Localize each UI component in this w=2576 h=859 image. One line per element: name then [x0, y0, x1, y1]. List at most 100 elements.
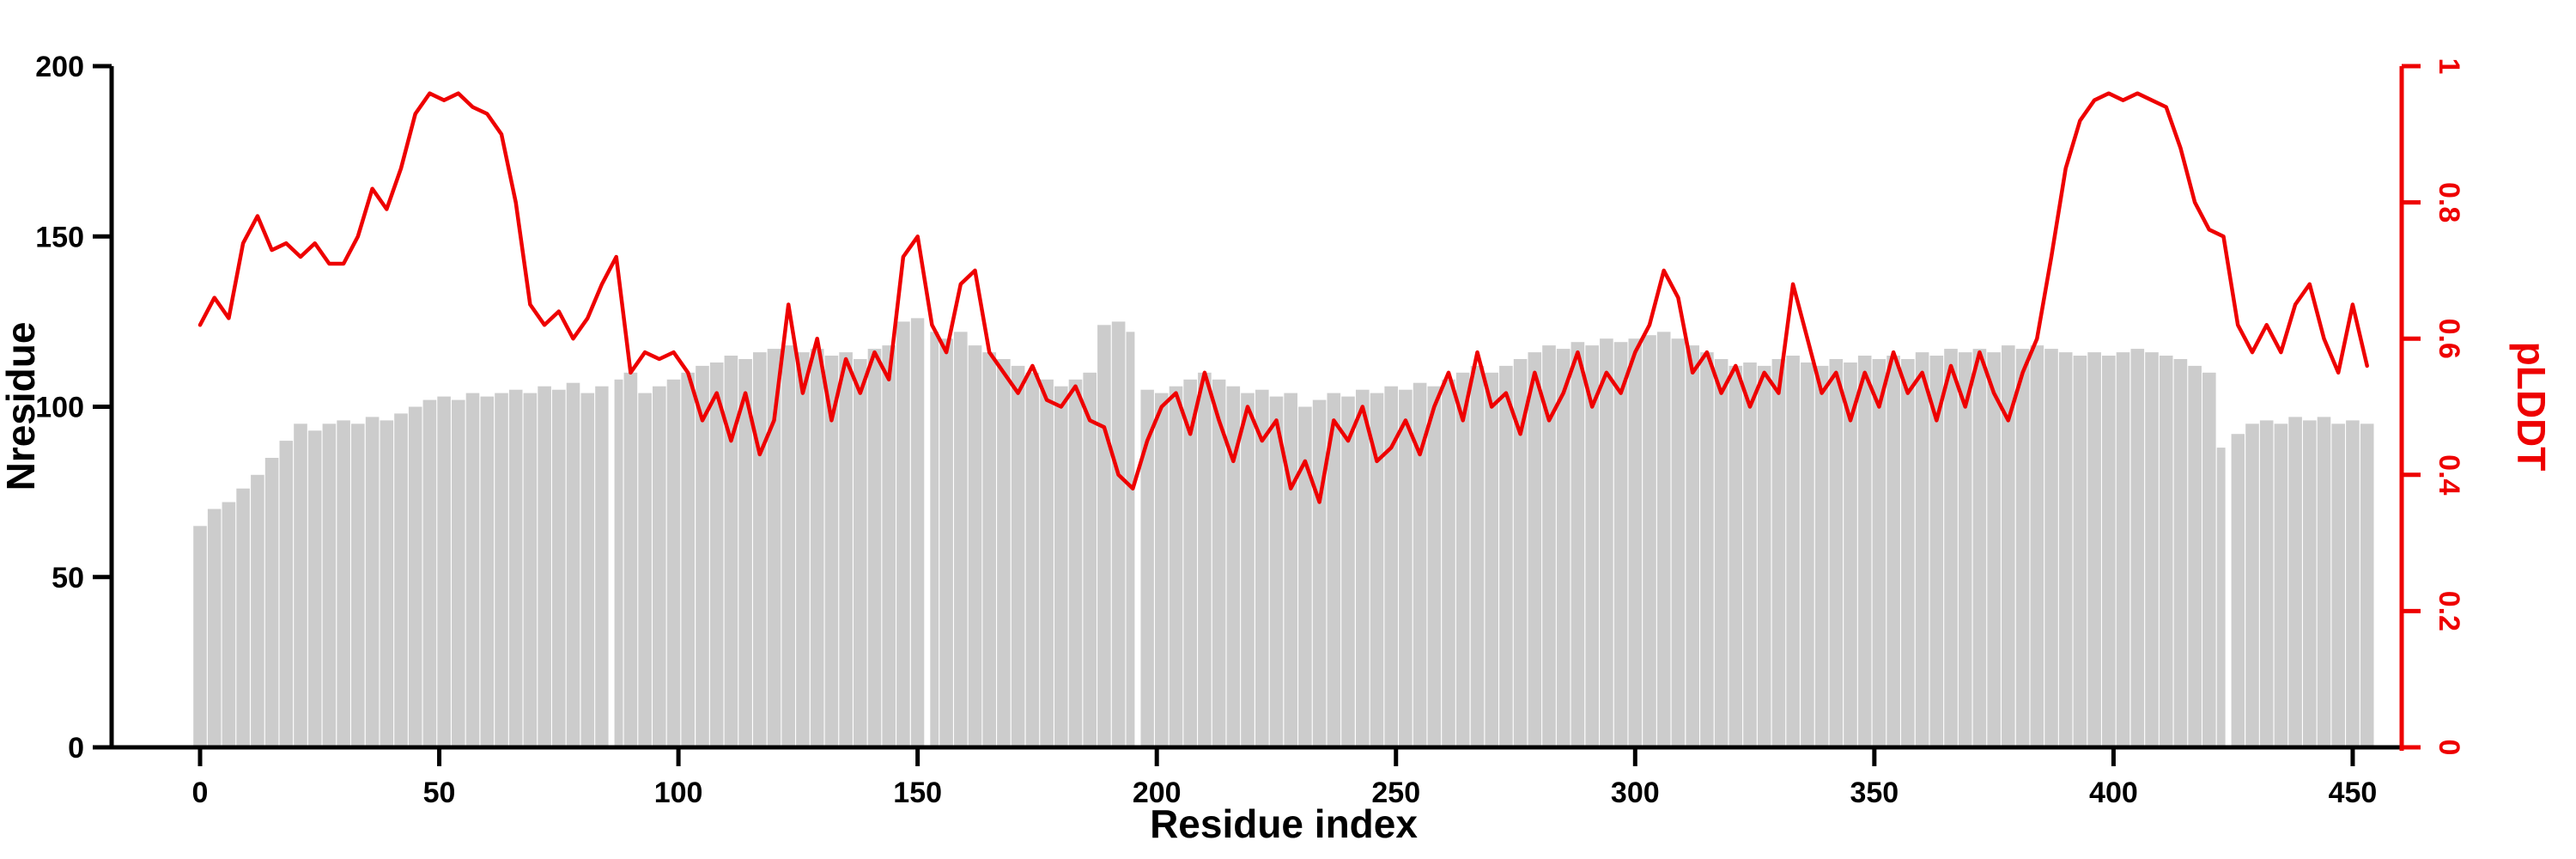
bar	[1958, 352, 1972, 747]
bar	[1097, 325, 1111, 747]
bar	[1442, 379, 1455, 747]
bar	[939, 338, 953, 747]
bar	[767, 349, 781, 747]
nresidue-bars	[193, 68, 2374, 747]
bar	[867, 349, 882, 747]
bar	[1341, 396, 1355, 747]
bar-gap	[608, 68, 615, 746]
bar	[422, 399, 437, 747]
bar	[666, 379, 681, 747]
bar	[1643, 335, 1656, 747]
bar	[251, 474, 264, 747]
bar	[982, 352, 996, 747]
bar	[1356, 389, 1370, 747]
bar	[294, 423, 307, 747]
bar	[1011, 365, 1025, 747]
bar	[1814, 365, 1829, 747]
bar	[408, 406, 422, 747]
bar	[2360, 423, 2374, 747]
bar	[2288, 417, 2302, 747]
bar	[264, 458, 279, 747]
bar	[1111, 321, 1126, 747]
bar	[452, 399, 465, 747]
bar-gap	[924, 68, 931, 746]
bar	[2346, 420, 2360, 747]
left-tick-label: 200	[35, 51, 84, 83]
bar	[1829, 359, 1844, 747]
bar	[1169, 386, 1183, 747]
bar	[653, 386, 666, 747]
bar	[753, 352, 767, 747]
bar	[1613, 342, 1628, 747]
bar	[2073, 356, 2087, 747]
bar	[1743, 362, 1757, 747]
x-tick-label: 350	[1850, 777, 1899, 809]
x-tick-label: 300	[1611, 777, 1660, 809]
bar	[1269, 396, 1284, 747]
bar	[2274, 423, 2288, 747]
bar	[968, 345, 982, 747]
bar	[2116, 352, 2130, 747]
bar	[709, 362, 724, 747]
bar	[1198, 372, 1212, 747]
bar	[2145, 352, 2159, 747]
right-axis-title: pLDDT	[2509, 342, 2554, 472]
bar	[2087, 352, 2101, 747]
bar	[508, 389, 523, 747]
bar	[1054, 386, 1068, 747]
bar	[1656, 332, 1671, 747]
bar	[954, 332, 968, 747]
plddt-polyline	[197, 91, 2369, 504]
bar-gap	[2225, 68, 2232, 746]
bar	[1470, 365, 1485, 747]
bar	[495, 393, 508, 747]
bar	[595, 386, 609, 747]
bar	[724, 356, 738, 747]
bar	[810, 349, 824, 747]
bar	[1427, 386, 1442, 747]
bar	[1083, 372, 1097, 747]
bar	[1886, 356, 1900, 747]
bar	[394, 413, 408, 747]
x-tick-label: 50	[423, 777, 456, 809]
bar	[1025, 372, 1040, 747]
bar	[2102, 356, 2116, 747]
bar	[696, 365, 709, 747]
bar	[580, 393, 595, 747]
bar	[465, 393, 480, 747]
bar	[839, 352, 853, 747]
bar	[566, 382, 580, 747]
bar	[910, 318, 925, 747]
bar	[380, 420, 394, 747]
bar	[896, 321, 910, 747]
bar	[1714, 359, 1728, 747]
bar	[1844, 362, 1857, 747]
bar	[1140, 389, 1154, 747]
bar-gap	[1134, 68, 1141, 746]
x-tick-label: 250	[1371, 777, 1420, 809]
bar	[1413, 382, 1427, 747]
bar	[307, 430, 322, 747]
bar	[1542, 345, 1556, 747]
bar	[2188, 365, 2202, 747]
bar	[1757, 365, 1771, 747]
bar	[1671, 338, 1686, 747]
bar	[1298, 406, 1312, 747]
bar	[1628, 338, 1643, 747]
bar	[1556, 349, 1571, 747]
bar	[1068, 379, 1083, 747]
bar	[2030, 345, 2044, 747]
bar	[1786, 356, 1800, 747]
bar	[2015, 349, 2030, 747]
bar	[1571, 342, 1585, 747]
bar	[236, 488, 250, 747]
bar	[1972, 349, 1987, 747]
right-tick-label: 0.8	[2433, 182, 2465, 222]
bar	[1370, 393, 1384, 747]
bar	[1212, 379, 1226, 747]
bar	[1183, 379, 1197, 747]
bar	[796, 352, 810, 747]
bar	[1327, 393, 1341, 747]
left-tick-label: 150	[35, 221, 84, 253]
bar	[1040, 379, 1054, 747]
